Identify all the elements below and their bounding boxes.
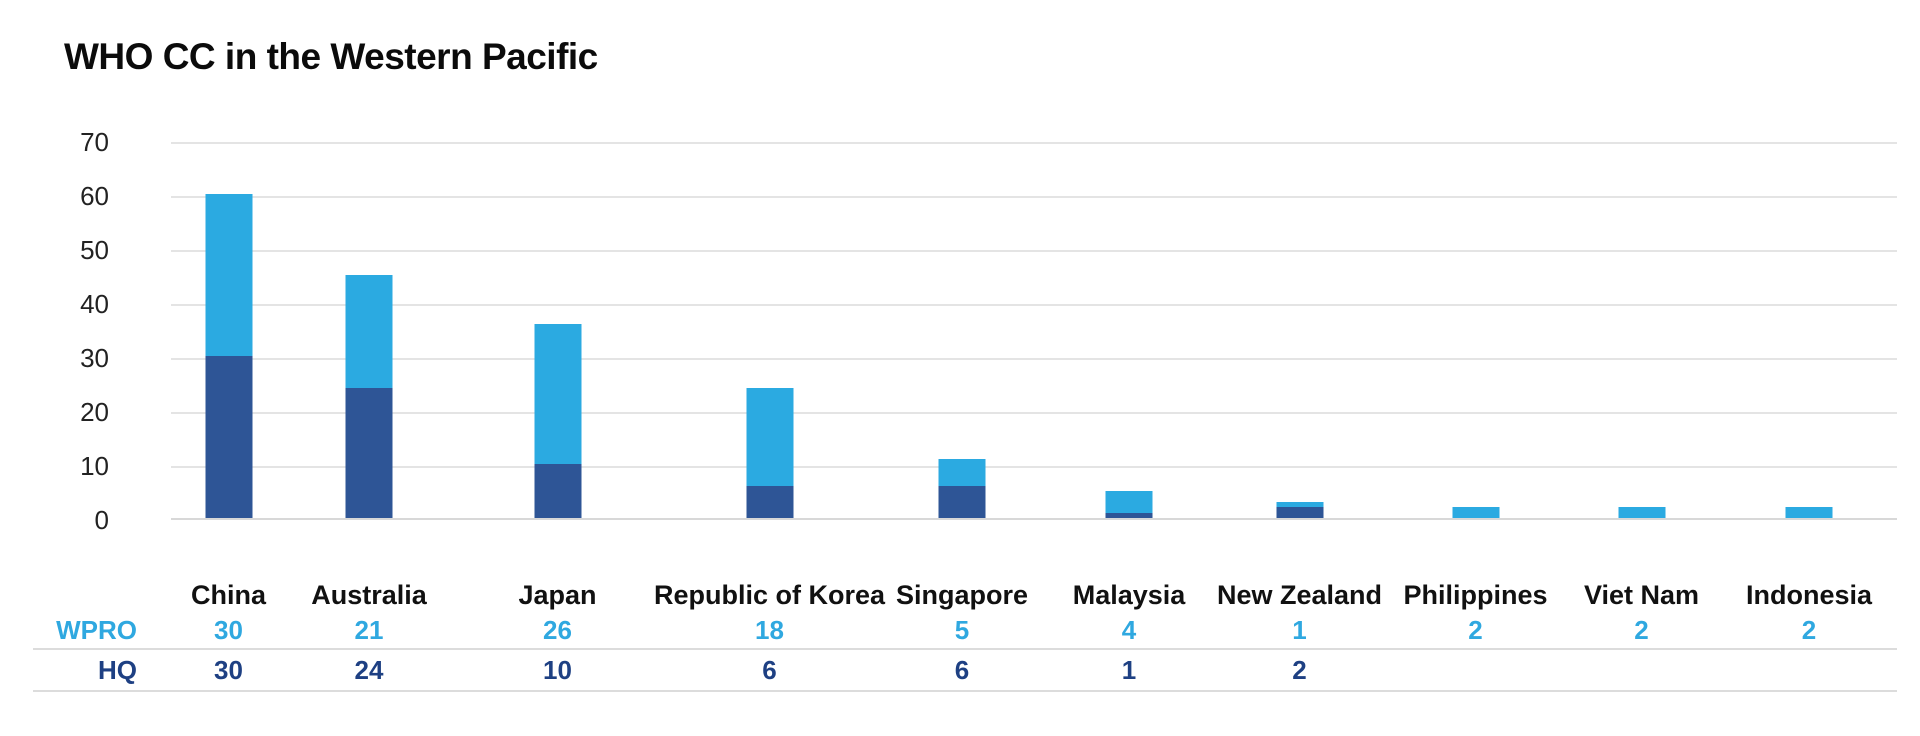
value-cell-wpro: 18 — [663, 612, 876, 650]
value-cell-wpro: 2 — [1721, 612, 1897, 650]
bar-segment-wpro — [345, 275, 393, 389]
y-tick-label: 20 — [80, 397, 109, 427]
category-label: Singapore — [895, 580, 1029, 610]
stacked-bar — [345, 275, 393, 518]
value-cell-hq: 6 — [876, 650, 1048, 692]
value-cell-hq: 10 — [452, 650, 663, 692]
row-label-wpro: WPRO — [33, 612, 171, 650]
y-axis: 0 10 20 30 40 50 60 70 — [33, 129, 171, 533]
bar-segment-wpro — [534, 323, 581, 464]
bar-segment-wpro — [1105, 491, 1153, 513]
y-tick-label: 0 — [94, 505, 109, 535]
category-label: China — [190, 580, 266, 610]
bar-segment-hq — [205, 356, 252, 518]
bar-segment-hq — [345, 388, 393, 518]
value-cell-wpro: 2 — [1562, 612, 1721, 650]
value-cell-hq: 24 — [286, 650, 452, 692]
bar-segment-hq — [746, 485, 793, 518]
category-label: Viet Nam — [1583, 580, 1700, 610]
chart-and-table: 0 10 20 30 40 50 60 70 China Australia Japan Republ… — [33, 129, 1897, 692]
value-cell-wpro: 4 — [1048, 612, 1210, 650]
value-cell-wpro: 21 — [286, 612, 452, 650]
value-cell-hq: 30 — [171, 650, 286, 692]
stacked-bar — [1785, 507, 1833, 518]
stacked-bar — [746, 388, 793, 518]
plot-cell — [663, 142, 876, 520]
bar-segment-hq — [1105, 512, 1153, 518]
plot-cell — [171, 142, 286, 520]
stacked-bar — [1276, 501, 1323, 518]
bar-segment-wpro — [1276, 501, 1323, 508]
value-cell-hq: 2 — [1210, 650, 1389, 692]
category-label: Australia — [311, 580, 427, 610]
category-label: Japan — [518, 580, 597, 610]
bar-segment-wpro — [938, 458, 986, 486]
stacked-bar — [205, 194, 252, 518]
plot-cell — [1562, 142, 1721, 520]
plot-cell — [1389, 142, 1562, 520]
plot-cell — [1048, 142, 1210, 520]
y-tick-label: 70 — [80, 127, 109, 157]
value-cell-hq — [1562, 650, 1721, 692]
value-cell-wpro: 1 — [1210, 612, 1389, 650]
stacked-bar — [938, 458, 986, 518]
value-cell-hq: 6 — [663, 650, 876, 692]
stacked-bar — [1618, 507, 1665, 518]
value-cell-hq — [1389, 650, 1562, 692]
bar-segment-hq — [534, 464, 581, 518]
plot-cell — [286, 142, 452, 520]
chart-title: WHO CC in the Western Pacific — [64, 36, 598, 77]
value-cell-wpro: 5 — [876, 612, 1048, 650]
row-label-hq: HQ — [33, 650, 171, 692]
bar-segment-hq — [1276, 507, 1323, 518]
category-label: Malaysia — [1072, 580, 1186, 610]
bar-segment-wpro — [1452, 507, 1499, 518]
plot-cell — [1210, 142, 1389, 520]
bar-segment-wpro — [746, 388, 793, 486]
category-label: New Zealand — [1216, 580, 1383, 610]
value-cell-hq: 1 — [1048, 650, 1210, 692]
bar-segment-wpro — [205, 194, 252, 356]
bar-segment-wpro — [1618, 507, 1665, 518]
value-cell-wpro: 2 — [1389, 612, 1562, 650]
category-label: Indonesia — [1745, 580, 1873, 610]
stacked-bar — [1105, 491, 1153, 518]
stacked-bar — [534, 323, 581, 518]
category-label: Republic of Korea — [653, 580, 886, 610]
y-tick-label: 60 — [80, 181, 109, 211]
bar-segment-wpro — [1785, 507, 1833, 518]
y-tick-label: 40 — [80, 289, 109, 319]
stacked-bar — [1452, 507, 1499, 518]
value-cell-hq — [1721, 650, 1897, 692]
y-tick-label: 10 — [80, 451, 109, 481]
value-cell-wpro: 30 — [171, 612, 286, 650]
value-cell-wpro: 26 — [452, 612, 663, 650]
y-tick-label: 50 — [80, 235, 109, 265]
plot-cell — [876, 142, 1048, 520]
category-label: Philippines — [1403, 580, 1548, 610]
plot-cell — [452, 142, 663, 520]
bar-segment-hq — [938, 485, 986, 518]
y-tick-label: 30 — [80, 343, 109, 373]
plot-cell — [1721, 142, 1897, 520]
